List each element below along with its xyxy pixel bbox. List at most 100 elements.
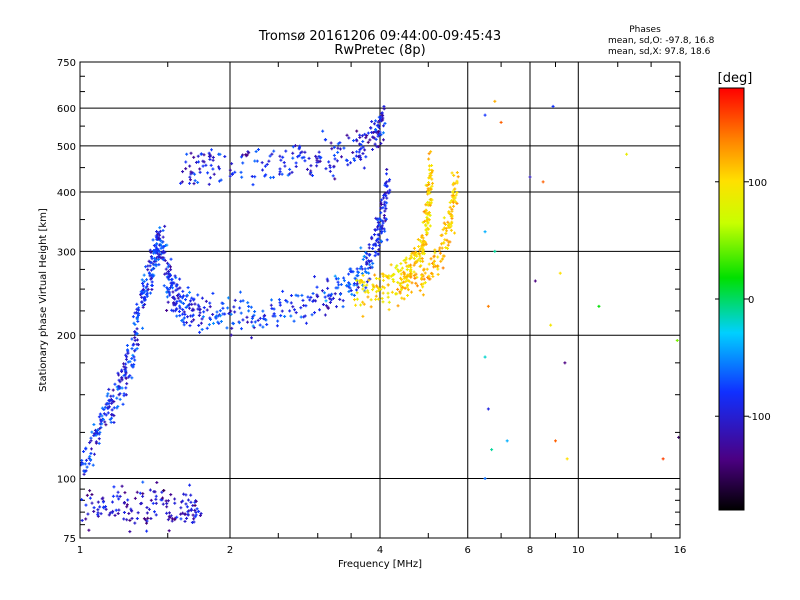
- data-point: [158, 253, 162, 257]
- data-point: [133, 323, 137, 327]
- data-point: [113, 382, 117, 386]
- data-point: [551, 104, 555, 108]
- data-point: [226, 296, 230, 300]
- data-point: [141, 494, 145, 498]
- data-point: [92, 509, 96, 513]
- data-point: [258, 323, 262, 327]
- data-point: [377, 252, 381, 256]
- data-point: [347, 281, 351, 285]
- data-point: [146, 264, 150, 268]
- data-point: [120, 368, 124, 372]
- data-point: [414, 272, 418, 276]
- data-point: [209, 163, 213, 167]
- data-point: [253, 175, 257, 179]
- data-point: [111, 388, 115, 392]
- data-point: [349, 289, 353, 293]
- data-point: [352, 298, 356, 302]
- data-point: [191, 171, 195, 175]
- data-point: [175, 515, 179, 519]
- data-point: [441, 228, 445, 232]
- data-point: [112, 400, 116, 404]
- data-point: [355, 278, 359, 282]
- data-point: [192, 297, 196, 301]
- data-point: [381, 118, 385, 122]
- data-point: [293, 144, 297, 148]
- data-point: [382, 124, 386, 128]
- data-point: [355, 282, 359, 286]
- data-point: [376, 240, 380, 244]
- data-point: [383, 200, 387, 204]
- data-point: [125, 382, 129, 386]
- data-point: [432, 259, 436, 263]
- data-point: [152, 243, 156, 247]
- data-point: [486, 304, 490, 308]
- data-point: [188, 299, 192, 303]
- data-point: [373, 142, 377, 146]
- data-point: [315, 164, 319, 168]
- data-point: [381, 300, 385, 304]
- data-point: [84, 503, 88, 507]
- data-point: [365, 283, 369, 287]
- data-point: [117, 373, 121, 377]
- data-point: [144, 518, 148, 522]
- data-point: [147, 271, 151, 275]
- data-point: [328, 169, 332, 173]
- data-point: [397, 270, 401, 274]
- data-point: [161, 246, 165, 250]
- data-point: [84, 447, 88, 451]
- data-point: [272, 312, 276, 316]
- data-point: [166, 499, 170, 503]
- data-point: [174, 302, 178, 306]
- data-point: [105, 394, 109, 398]
- data-point: [190, 314, 194, 318]
- data-point: [347, 136, 351, 140]
- data-point: [154, 258, 158, 262]
- data-point: [303, 314, 307, 318]
- data-point: [181, 511, 185, 515]
- data-point: [90, 493, 94, 497]
- data-point: [315, 295, 319, 299]
- chart-title: Tromsø 20161206 09:44:00-09:45:43: [258, 29, 501, 44]
- data-point: [125, 503, 129, 507]
- data-point: [196, 293, 200, 297]
- data-point: [324, 304, 328, 308]
- data-point: [413, 251, 417, 255]
- data-point: [211, 158, 215, 162]
- data-point: [80, 518, 84, 522]
- data-point: [170, 517, 174, 521]
- data-point: [104, 507, 108, 511]
- data-point: [264, 318, 268, 322]
- data-point: [294, 165, 298, 169]
- data-point: [230, 162, 234, 166]
- minor-ticks: [80, 62, 680, 538]
- data-point: [396, 280, 400, 284]
- data-point: [361, 273, 365, 277]
- data-point: [161, 258, 165, 262]
- data-point: [189, 151, 193, 155]
- data-point: [166, 276, 170, 280]
- data-point: [365, 270, 369, 274]
- data-point: [197, 323, 201, 327]
- data-point: [97, 441, 101, 445]
- data-point: [188, 164, 192, 168]
- data-point: [181, 499, 185, 503]
- data-point: [84, 458, 88, 462]
- data-point: [291, 151, 295, 155]
- data-point: [211, 155, 215, 159]
- data-point: [402, 297, 406, 301]
- data-point: [188, 178, 192, 182]
- data-point: [380, 296, 384, 300]
- data-point: [190, 320, 194, 324]
- data-point: [422, 277, 426, 281]
- data-point: [402, 259, 406, 263]
- data-point: [400, 266, 404, 270]
- data-point: [450, 171, 454, 175]
- data-point: [373, 250, 377, 254]
- x-tick-label: 8: [527, 545, 533, 556]
- data-point: [330, 147, 334, 151]
- data-point: [133, 336, 137, 340]
- data-point: [128, 360, 132, 364]
- data-point: [342, 279, 346, 283]
- data-point: [100, 497, 104, 501]
- y-tick-label: 100: [57, 475, 76, 486]
